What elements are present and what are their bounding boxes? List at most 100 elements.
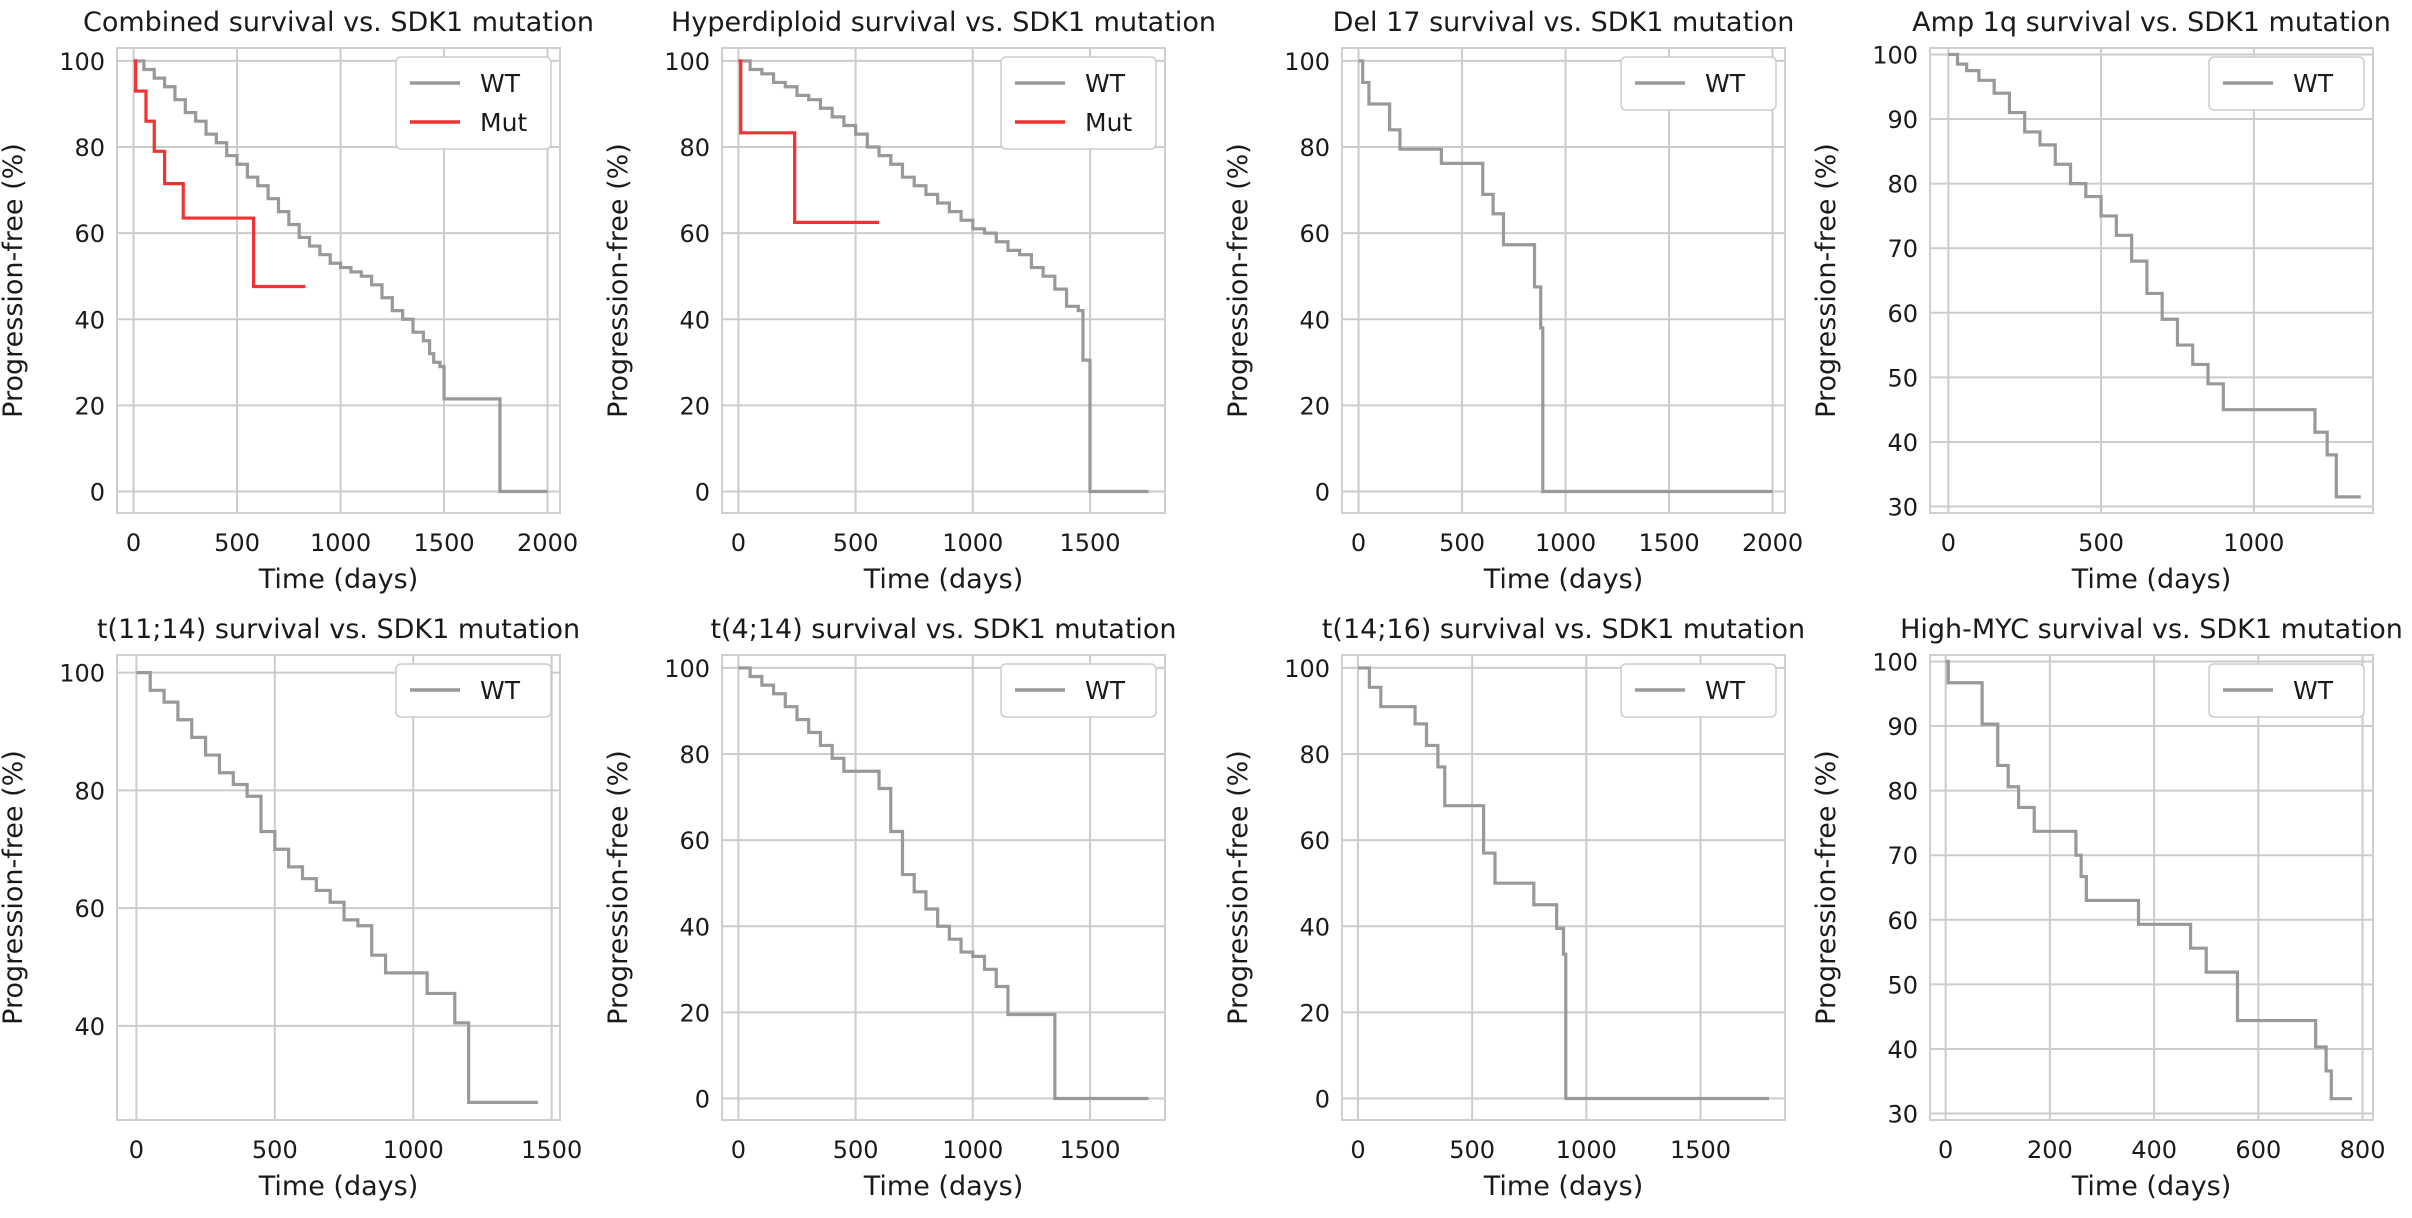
- x-tick-label: 500: [2078, 529, 2124, 557]
- y-tick-label: 100: [1284, 48, 1330, 76]
- x-axis-label: Time (days): [2071, 1171, 2231, 1202]
- x-tick-label: 800: [2340, 1136, 2386, 1164]
- series-line-wt: [1945, 659, 2353, 1101]
- chart-panel-8: 0 200 400 600 800 30 40 50 60 70 80 90 100 High-MYC s…: [1811, 614, 2403, 1202]
- chart-title: t(4;14) survival vs. SDK1 mutation: [710, 614, 1176, 645]
- y-tick-label: 100: [664, 655, 710, 683]
- x-tick-label: 1000: [942, 1136, 1003, 1164]
- y-axis-label: Progression-free (%): [1811, 750, 1842, 1025]
- y-axis-label: Progression-free (%): [603, 143, 634, 418]
- y-tick-label: 100: [59, 660, 105, 688]
- legend-label-wt: WT: [480, 676, 521, 705]
- x-tick-label: 1000: [310, 529, 371, 557]
- y-tick-label: 50: [1887, 364, 1918, 392]
- legend-box: [1000, 56, 1157, 150]
- chart-title: Hyperdiploid survival vs. SDK1 mutation: [671, 7, 1216, 38]
- x-tick-label: 1500: [414, 529, 475, 557]
- x-tick-label: 500: [214, 529, 260, 557]
- legend-box: [395, 56, 552, 150]
- plot-frame: [116, 654, 561, 1121]
- chart-title: High-MYC survival vs. SDK1 mutation: [1900, 614, 2403, 645]
- x-tick-label: 0: [731, 1136, 746, 1164]
- y-tick-label: 40: [1887, 429, 1918, 457]
- x-tick-label: 0: [1350, 1136, 1365, 1164]
- plot-frame: [1929, 47, 2374, 514]
- series-line-wt: [1357, 666, 1770, 1101]
- y-tick-label: 30: [1887, 494, 1918, 522]
- y-axis-label: Progression-free (%): [0, 750, 29, 1025]
- y-tick-label: 20: [1299, 392, 1330, 420]
- y-tick-label: 40: [679, 913, 710, 941]
- y-tick-label: 100: [664, 48, 710, 76]
- chart-title: t(11;14) survival vs. SDK1 mutation: [97, 614, 580, 645]
- x-axis-label: Time (days): [863, 564, 1023, 595]
- y-tick-label: 60: [1887, 907, 1918, 935]
- chart-title: Amp 1q survival vs. SDK1 mutation: [1912, 7, 2391, 38]
- y-tick-label: 40: [1887, 1036, 1918, 1064]
- series-line-wt: [738, 666, 1149, 1101]
- x-tick-label: 500: [833, 1136, 879, 1164]
- y-tick-label: 0: [1315, 1085, 1330, 1113]
- x-tick-label: 500: [252, 1136, 298, 1164]
- y-tick-label: 90: [1887, 106, 1918, 134]
- x-tick-label: 0: [1941, 529, 1956, 557]
- legend-box: [1620, 663, 1777, 718]
- series-line-wt: [136, 671, 538, 1104]
- x-axis-label: Time (days): [258, 1171, 418, 1202]
- x-tick-label: 600: [2235, 1136, 2281, 1164]
- y-axis-label: Progression-free (%): [1811, 143, 1842, 418]
- legend-label-wt: WT: [1705, 676, 1746, 705]
- x-axis-label: Time (days): [1483, 1171, 1643, 1202]
- x-tick-label: 1000: [1556, 1136, 1617, 1164]
- y-tick-label: 80: [679, 741, 710, 769]
- y-tick-label: 20: [679, 999, 710, 1027]
- x-tick-label: 1500: [1670, 1136, 1731, 1164]
- y-tick-label: 60: [1887, 300, 1918, 328]
- x-tick-label: 0: [1351, 529, 1366, 557]
- y-axis-label: Progression-free (%): [603, 750, 634, 1025]
- y-tick-label: 80: [1887, 778, 1918, 806]
- y-tick-label: 60: [679, 220, 710, 248]
- x-tick-label: 1000: [383, 1136, 444, 1164]
- series-line-mut: [738, 59, 880, 224]
- series-line-wt: [1948, 52, 2361, 499]
- legend-box: [2208, 56, 2365, 111]
- y-tick-label: 40: [74, 1013, 105, 1041]
- x-tick-label: 2000: [1742, 529, 1803, 557]
- y-axis-label: Progression-free (%): [0, 143, 29, 418]
- y-axis-label: Progression-free (%): [1223, 143, 1254, 418]
- y-tick-label: 60: [679, 827, 710, 855]
- legend-label-wt: WT: [1085, 69, 1126, 98]
- y-tick-label: 90: [1887, 713, 1918, 741]
- x-axis-label: Time (days): [863, 1171, 1023, 1202]
- series-line-wt: [1358, 59, 1773, 494]
- x-tick-label: 0: [126, 529, 141, 557]
- y-tick-label: 20: [679, 392, 710, 420]
- x-tick-label: 0: [129, 1136, 144, 1164]
- y-axis-label: Progression-free (%): [1223, 750, 1254, 1025]
- legend-box: [395, 663, 552, 718]
- legend-box: [1000, 663, 1157, 718]
- y-tick-label: 40: [74, 306, 105, 334]
- y-tick-label: 0: [1315, 478, 1330, 506]
- chart-panel-4: 0 500 1000 30 40 50 60 70 80 90 100 Amp 1q survival…: [1811, 7, 2391, 595]
- x-tick-label: 1500: [521, 1136, 582, 1164]
- legend-label-wt: WT: [2293, 69, 2334, 98]
- legend-label-mut: Mut: [1085, 108, 1132, 137]
- x-tick-label: 500: [1449, 1136, 1495, 1164]
- x-axis-label: Time (days): [1483, 564, 1643, 595]
- y-tick-label: 40: [1299, 306, 1330, 334]
- y-tick-label: 0: [695, 478, 710, 506]
- x-tick-label: 500: [1439, 529, 1485, 557]
- plot-frame: [721, 654, 1166, 1121]
- y-tick-label: 0: [90, 478, 105, 506]
- chart-title: Del 17 survival vs. SDK1 mutation: [1333, 7, 1795, 38]
- chart-panel-5: 0 500 1000 1500 40 60 80 100 t(11;14) survival v…: [0, 614, 582, 1202]
- x-tick-label: 1500: [1639, 529, 1700, 557]
- plot-frame: [1341, 654, 1786, 1121]
- legend-label-mut: Mut: [480, 108, 527, 137]
- x-tick-label: 0: [1938, 1136, 1953, 1164]
